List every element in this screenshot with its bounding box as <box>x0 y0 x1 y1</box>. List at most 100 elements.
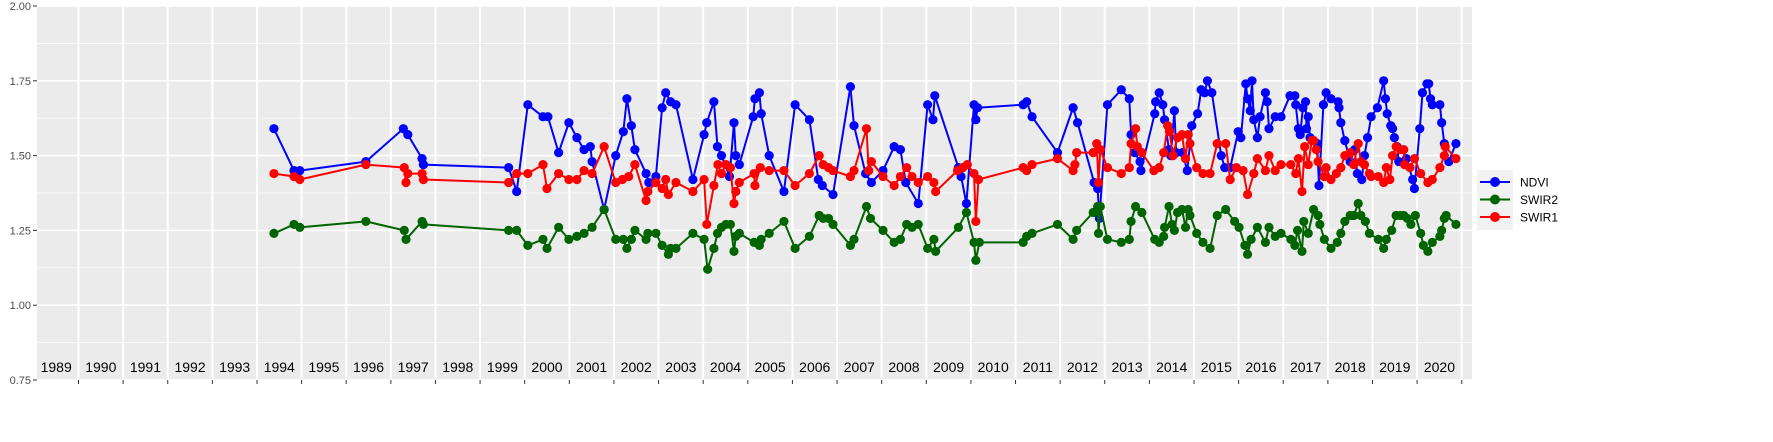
year-label: 2005 <box>755 359 786 375</box>
swir2-point <box>1169 225 1179 235</box>
swir1-point <box>624 171 634 182</box>
swir1-point <box>1303 159 1313 170</box>
swir2-point <box>1423 246 1433 256</box>
ndvi-point <box>712 142 723 152</box>
year-label: 1999 <box>487 359 518 375</box>
swir2-point <box>1360 216 1370 227</box>
ndvi-point <box>1216 151 1226 161</box>
swir1-point <box>1373 171 1383 182</box>
swir2-point <box>699 234 709 244</box>
ndvi-point <box>817 180 827 191</box>
swir1-point <box>599 142 609 152</box>
swir2-point <box>564 234 574 244</box>
swir1-point <box>269 168 279 179</box>
swir1-point <box>1137 148 1147 158</box>
swir2-point <box>1130 201 1141 212</box>
swir1-point <box>418 174 429 185</box>
swir1-point <box>828 165 838 176</box>
swir2-point <box>849 234 859 244</box>
year-label: 2016 <box>1245 359 1276 375</box>
swir2-point <box>764 228 774 238</box>
swir1-point <box>1072 148 1082 158</box>
swir1-point <box>814 151 824 161</box>
swir2-point <box>734 228 744 238</box>
swir1-point <box>1286 159 1296 170</box>
swir1-point <box>1326 174 1336 185</box>
swir2-point <box>1198 237 1208 247</box>
swir1-point <box>661 174 671 185</box>
swir1-point <box>1291 168 1301 179</box>
ndvi-point <box>1314 180 1324 191</box>
swir2-point <box>643 228 653 238</box>
swir2-point <box>878 225 888 235</box>
ndvi-point <box>1242 94 1253 104</box>
swir1-point <box>713 159 723 170</box>
swir1-point <box>1409 153 1420 164</box>
ndvi-point <box>1435 100 1445 110</box>
year-label: 2015 <box>1201 359 1232 375</box>
swir2-point <box>579 228 589 238</box>
swir2-point <box>542 243 552 253</box>
swir2-point <box>554 222 564 233</box>
legend-label-swir2: SWIR2 <box>1520 193 1558 207</box>
swir2-point <box>1336 228 1346 238</box>
swir1-point <box>587 168 597 179</box>
ndvi-point <box>1379 76 1389 86</box>
ndvi-point <box>702 118 712 128</box>
year-label: 2017 <box>1290 359 1321 375</box>
swir1-point <box>651 177 661 188</box>
swir2-point <box>974 237 984 247</box>
ndvi-point <box>895 145 906 155</box>
ndvi-point <box>1151 97 1161 107</box>
swir1-point <box>523 168 533 179</box>
ndvi-point <box>1027 112 1037 122</box>
ndvi-point <box>661 88 671 98</box>
swir2-point <box>1427 237 1437 247</box>
ndvi-point <box>1366 112 1376 122</box>
swir1-point <box>866 156 877 167</box>
swir2-point <box>913 219 923 230</box>
swir1-point <box>804 168 814 179</box>
ndvi-point <box>961 198 972 209</box>
ndvi-point <box>971 115 981 125</box>
year-label: 2010 <box>978 359 1009 375</box>
swir1-point <box>663 189 673 200</box>
swir1-point <box>1270 165 1280 176</box>
swir1-point <box>1366 171 1376 182</box>
year-label: 2018 <box>1335 359 1366 375</box>
swir2-point <box>923 243 933 253</box>
swir1-point <box>1336 162 1346 173</box>
swir2-point <box>828 219 838 230</box>
swir2-point <box>1381 234 1391 244</box>
swir2-point <box>1326 243 1336 253</box>
ndvi-point <box>901 177 911 188</box>
ndvi-point <box>1068 103 1078 113</box>
swir1-point <box>512 168 522 179</box>
ndvi-point <box>1300 97 1311 107</box>
swir2-point <box>657 240 667 250</box>
swir1-point <box>1168 151 1178 161</box>
swir2-point <box>671 243 681 253</box>
swir1-point <box>1345 148 1355 158</box>
year-label: 1997 <box>398 359 429 375</box>
ndvi-point <box>754 88 765 98</box>
swir2-point <box>622 243 632 253</box>
ndvi-point <box>1116 85 1126 95</box>
year-label: 2000 <box>531 359 562 375</box>
ndvi-point <box>1150 109 1160 119</box>
year-label: 2007 <box>844 359 875 375</box>
swir2-point <box>1340 216 1350 227</box>
legend-key-point <box>1490 194 1500 205</box>
legend-key-point <box>1490 212 1500 222</box>
ndvi-point <box>1437 118 1447 128</box>
swir2-point <box>971 255 981 265</box>
year-label: 2001 <box>576 359 607 375</box>
swir2-point <box>1093 228 1104 238</box>
ndvi-point <box>630 145 640 155</box>
swir1-point <box>973 174 984 185</box>
swir2-point <box>651 228 661 238</box>
swir1-point <box>1252 153 1262 164</box>
ndvi-point <box>764 151 774 161</box>
swir2-point <box>295 222 305 233</box>
year-label: 1996 <box>353 359 384 375</box>
